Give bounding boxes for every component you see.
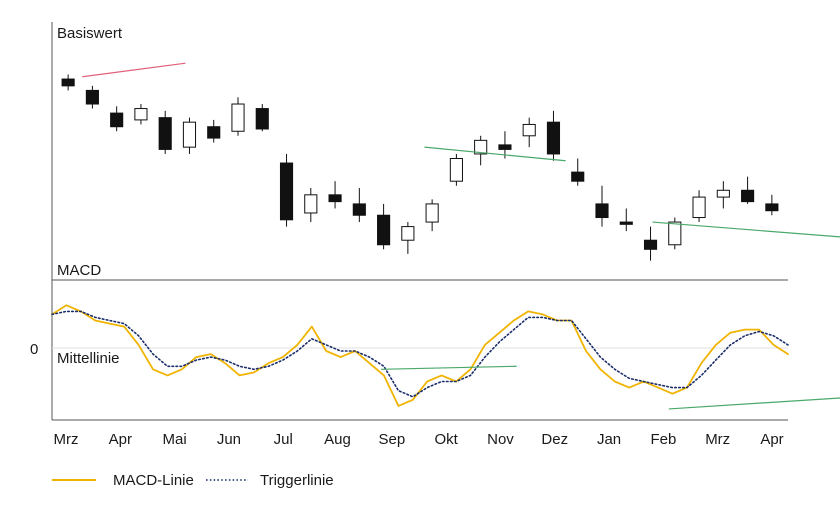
candle-body <box>85 89 99 105</box>
candle-body <box>765 203 779 212</box>
x-tick-label: Apr <box>760 431 783 448</box>
candle-body <box>643 239 658 250</box>
candle-body <box>741 189 755 203</box>
x-tick-label: Apr <box>109 431 132 448</box>
candle-body <box>231 103 245 132</box>
candle-body <box>692 196 706 219</box>
x-tick-label: Jun <box>217 431 241 448</box>
candle-body <box>571 171 585 182</box>
candle-body <box>134 108 148 121</box>
x-tick-label: Nov <box>487 431 514 448</box>
candle-body <box>716 189 730 198</box>
macd-trendline <box>668 397 840 410</box>
candle-body <box>110 112 124 128</box>
candle-body <box>377 214 391 246</box>
candle-body <box>182 121 197 148</box>
macd-trendline <box>380 365 517 370</box>
macd-trendlines <box>380 365 840 410</box>
price-panel-label: Basiswert <box>57 25 123 42</box>
candle-body <box>425 203 439 223</box>
macd-panel-label: MACD <box>57 262 101 279</box>
trigger-line <box>51 310 789 398</box>
macd-series <box>51 304 789 407</box>
candle-body <box>158 117 172 150</box>
legend-label-macd-line: MACD-Linie <box>113 472 194 489</box>
candle-body <box>328 194 342 203</box>
candle-body <box>304 194 318 214</box>
price-candles <box>61 74 779 261</box>
x-tick-label: Mrz <box>705 431 730 448</box>
x-tick-label: Okt <box>434 431 458 448</box>
x-tick-label: Jan <box>597 431 621 448</box>
candle-body <box>619 221 633 225</box>
candle-body <box>498 144 512 150</box>
price-trendline <box>424 146 566 162</box>
x-tick-label: Sep <box>378 431 405 448</box>
legend: MACD-Linie Triggerlinie <box>52 472 334 489</box>
x-axis-ticks: Mrz Apr Mai Jun Jul Aug Sep Okt Nov Dez Jan Feb Mrz A… <box>54 431 784 448</box>
price-trendline <box>82 62 186 78</box>
candle-body <box>352 203 366 216</box>
candle-body <box>61 78 75 87</box>
x-tick-label: Jul <box>274 431 293 448</box>
x-tick-label: Mai <box>163 431 187 448</box>
price-trendline <box>652 221 840 238</box>
candle-body <box>449 158 463 182</box>
candle-body <box>401 226 415 241</box>
x-tick-label: Dez <box>541 431 568 448</box>
zero-label: 0 <box>30 341 38 358</box>
candle-body <box>255 108 269 130</box>
legend-label-trigger-line: Triggerlinie <box>260 472 334 489</box>
centerline-label: Mittellinie <box>57 350 120 367</box>
candle-body <box>546 121 561 155</box>
candle-body <box>668 221 682 246</box>
candle-body <box>207 126 221 139</box>
candle-body <box>474 139 488 155</box>
x-tick-label: Aug <box>324 431 351 448</box>
candle-body <box>595 203 609 219</box>
x-tick-label: Feb <box>650 431 676 448</box>
x-tick-label: Mrz <box>54 431 79 448</box>
candle-body <box>279 162 294 221</box>
candle-body <box>522 123 536 137</box>
price-trendlines <box>82 62 840 238</box>
macd-line <box>51 304 789 407</box>
